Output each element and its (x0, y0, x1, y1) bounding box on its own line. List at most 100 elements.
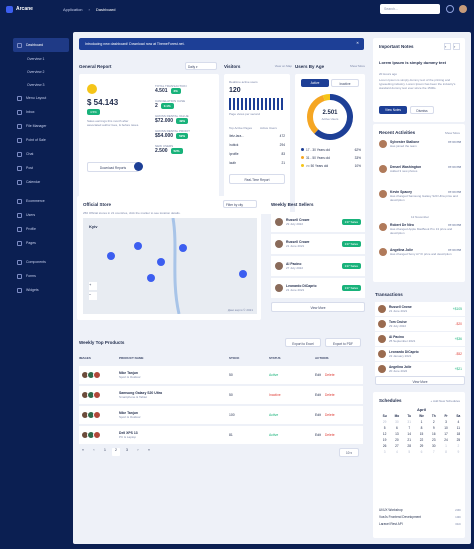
delete-button[interactable]: Delete (324, 393, 335, 397)
sidebar-item-overview-1[interactable]: Overview 1 (13, 52, 69, 65)
calendar-day[interactable]: 28 (407, 444, 411, 448)
event-item[interactable]: VueJs Frontend Development 10th (379, 515, 461, 522)
calendar-day[interactable]: 2 (432, 420, 435, 424)
tab-inactive[interactable]: Inactive (331, 79, 359, 87)
activities-show-more[interactable]: Show More (444, 131, 460, 135)
view-on-map-link[interactable]: View on Map (274, 64, 292, 68)
calendar-day[interactable]: 20 (395, 438, 399, 442)
show-more-link[interactable]: Show More (349, 64, 365, 68)
calendar-day[interactable]: 8 (420, 426, 423, 430)
calendar-day[interactable]: 25 (456, 438, 461, 442)
calendar-day[interactable]: 1 (445, 444, 447, 448)
app-logo[interactable]: Arcane (6, 5, 33, 13)
calendar-day[interactable]: 27 (395, 444, 399, 448)
calendar-day[interactable]: 16 (432, 432, 436, 436)
product-name[interactable]: Nike Tanjun (119, 411, 138, 415)
sidebar-item-file-manager[interactable]: File Manager (13, 119, 69, 133)
page-button[interactable]: » (148, 448, 150, 452)
transaction-item[interactable]: Angelina Jolie 20 June 2022 +$21 (375, 362, 465, 376)
delete-button[interactable]: Delete (324, 373, 335, 377)
export-excel-button[interactable]: Export to Excel (285, 338, 321, 347)
activity-item[interactable]: Sylvester Stallone 07:00 PM Has joined the… (379, 140, 461, 165)
avatar[interactable] (459, 5, 467, 13)
filter-city-input[interactable]: Filter by city (223, 200, 257, 208)
sidebar-item-overview-3[interactable]: Overview 3 (13, 78, 69, 91)
calendar-day[interactable]: 19 (382, 438, 387, 442)
sellers-view-more[interactable]: View More (271, 302, 365, 312)
edit-button[interactable]: Edit (315, 373, 321, 377)
close-icon[interactable]: ✕ (356, 41, 359, 45)
calendar-day[interactable]: 12 (382, 432, 387, 436)
period-select[interactable]: Daily ▾ (185, 62, 217, 70)
dismiss-button[interactable]: Dismiss (410, 106, 434, 114)
activity-item[interactable]: Denzel Washington 07:00 PM Added 3 new pho… (379, 165, 461, 190)
calendar-day[interactable]: 6 (420, 450, 423, 454)
page-button[interactable]: 2 (112, 448, 120, 456)
product-name[interactable]: Nike Tanjun (119, 371, 138, 375)
calendar-day[interactable]: 6 (396, 426, 398, 430)
edit-button[interactable]: Edit (315, 413, 321, 417)
edit-button[interactable]: Edit (315, 393, 321, 397)
activity-item[interactable]: Kevin Spacey 07:00 PM Has changed Samsung … (379, 190, 461, 215)
calendar-day[interactable]: 13 (395, 432, 399, 436)
seller-item[interactable]: Leonardo DiCaprio 21 June 2021 137 Sales (271, 278, 365, 298)
sidebar-item-pages[interactable]: Pages (13, 236, 69, 250)
calendar-day[interactable]: 3 (383, 450, 386, 454)
sidebar-item-users[interactable]: Users (13, 208, 69, 222)
transaction-item[interactable]: Leonardo DiCaprio 22 January 2021 -$52 (375, 347, 465, 361)
transaction-item[interactable]: Russell Crowe 21 June 2021 +$105 (375, 302, 465, 316)
calendar-day[interactable]: 8 (445, 450, 447, 454)
sidebar-item-forms[interactable]: Forms (13, 269, 69, 283)
calendar-day[interactable]: 29 (419, 444, 424, 448)
calendar-day[interactable]: 31 (407, 420, 411, 424)
view-notes-button[interactable]: View Notes (379, 106, 407, 114)
calendar-day[interactable]: 23 (432, 438, 436, 442)
search-input[interactable]: Search... (380, 4, 440, 14)
chevron-left-icon[interactable]: ‹ (444, 43, 451, 50)
calendar-day[interactable]: 30 (432, 444, 436, 448)
calendar-day[interactable]: 4 (457, 420, 460, 424)
seller-item[interactable]: Al Pacino 27 July 2022 137 Sales (271, 256, 365, 276)
transaction-item[interactable]: Tom Cruise 29 July 2022 -$20 (375, 317, 465, 331)
calendar-day[interactable]: 21 (407, 438, 411, 442)
breadcrumb-application[interactable]: Application (62, 6, 83, 12)
zoom-in-button[interactable]: + (89, 282, 97, 290)
notification-icon[interactable] (446, 5, 454, 13)
activity-item[interactable]: Robert De Niro 07:00 PM Has changed Apple … (379, 223, 461, 248)
page-button[interactable]: 1 (104, 448, 106, 452)
calendar-day[interactable]: 7 (432, 450, 435, 454)
sidebar-item-menu-layout[interactable]: Menu Layout (13, 91, 69, 105)
calendar-day[interactable]: 3 (445, 420, 447, 424)
zoom-out-button[interactable]: − (89, 292, 97, 300)
product-name[interactable]: Samsung Galaxy S20 Ultra (119, 391, 162, 395)
product-name[interactable]: Dell XPS 13 (119, 431, 138, 435)
export-pdf-button[interactable]: Export to PDF (325, 338, 361, 347)
calendar-day[interactable]: 2 (457, 444, 460, 448)
transactions-view-more[interactable]: View More (375, 376, 465, 385)
arrow-icon[interactable] (134, 162, 143, 171)
calendar-day[interactable]: 30 (395, 420, 399, 424)
calendar-day[interactable]: 15 (419, 432, 424, 436)
calendar-day[interactable]: 24 (444, 438, 448, 442)
sidebar-item-components[interactable]: Components (13, 255, 69, 269)
sidebar-item-overview-2[interactable]: Overview 2 (13, 65, 69, 78)
per-page-select[interactable]: 10 ▾ (339, 448, 359, 457)
add-schedule-link[interactable]: + Add New Schedules (430, 399, 460, 403)
sidebar-item-dashboard[interactable]: Dashboard (13, 38, 69, 52)
real-time-report-button[interactable]: Real-Time Report (229, 174, 285, 184)
calendar-day[interactable]: 17 (444, 432, 448, 436)
chevron-right-icon[interactable]: › (453, 43, 460, 50)
page-button[interactable]: 3 (126, 448, 128, 452)
sidebar-item-ecommerce[interactable]: Ecommerce (13, 194, 69, 208)
page-button[interactable]: › (137, 448, 139, 452)
calendar-day[interactable]: 22 (419, 438, 424, 442)
calendar-day[interactable]: 18 (456, 432, 461, 436)
store-map[interactable]: Kyiv Дані карти © 2021 + − (83, 218, 257, 314)
tab-active[interactable]: Active (301, 79, 329, 87)
calendar-day[interactable]: 9 (457, 450, 460, 454)
sidebar-item-inbox[interactable]: Inbox (13, 105, 69, 119)
calendar-day[interactable]: 7 (408, 426, 411, 430)
sidebar-item-chat[interactable]: Chat (13, 147, 69, 161)
activity-item[interactable]: Angelina Jolie 07:00 PM Has changed Sony A… (379, 248, 461, 273)
seller-item[interactable]: Russell Crowe 21 June 2021 137 Sales (271, 234, 365, 254)
